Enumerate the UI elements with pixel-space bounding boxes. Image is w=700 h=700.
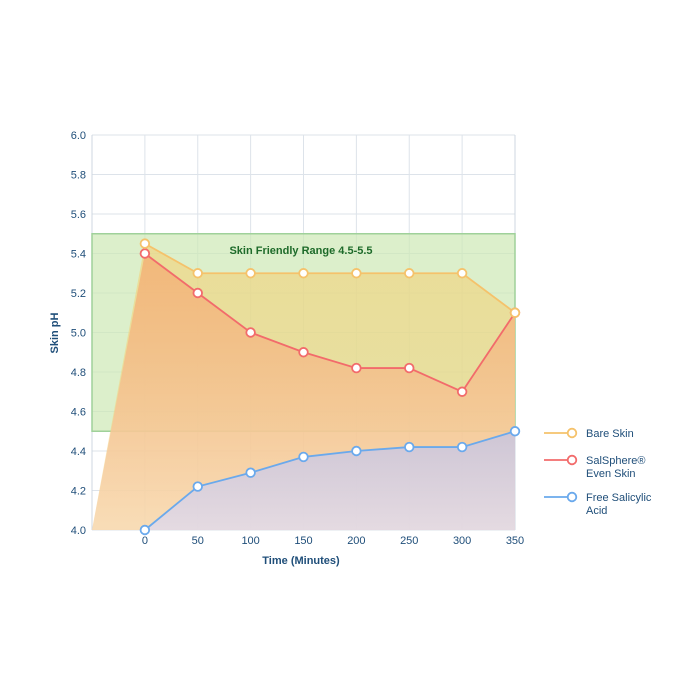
data-point[interactable] — [245, 467, 256, 478]
y-tick-label: 5.6 — [71, 209, 86, 221]
legend-marker — [566, 454, 578, 466]
y-tick-label: 4.2 — [71, 486, 86, 498]
x-tick-label: 50 — [192, 535, 204, 547]
x-tick-label: 250 — [400, 535, 418, 547]
series-lines — [144, 242, 516, 531]
x-tick-label: 200 — [347, 535, 365, 547]
data-point[interactable] — [192, 268, 203, 279]
y-axis-title: Skin pH — [49, 312, 61, 353]
data-point[interactable] — [298, 451, 309, 463]
data-point[interactable] — [139, 248, 151, 259]
data-point[interactable] — [139, 524, 151, 536]
data-point[interactable] — [404, 362, 415, 374]
x-tick-label: 350 — [506, 535, 524, 547]
x-tick-label: 100 — [241, 535, 259, 547]
legend: Bare Skin SalSphere®Even Skin Free Salicyl… — [544, 427, 652, 517]
x-tick-label: 150 — [294, 535, 312, 547]
legend-label: Acid — [586, 505, 607, 517]
data-point[interactable] — [456, 386, 468, 397]
data-point[interactable] — [456, 441, 468, 453]
y-tick-label: 4.8 — [71, 367, 86, 379]
data-point[interactable] — [404, 268, 415, 279]
x-tick-label: 300 — [453, 535, 471, 547]
legend-label: Bare Skin — [586, 428, 634, 440]
y-tick-label: 5.4 — [71, 249, 86, 261]
series-line — [144, 430, 516, 531]
series-areas — [92, 243, 515, 530]
series-line — [144, 252, 516, 393]
y-tick-label: 5.2 — [71, 288, 86, 300]
legend-marker — [566, 491, 578, 503]
data-point[interactable] — [404, 441, 415, 453]
data-point[interactable] — [245, 268, 256, 279]
data-point[interactable] — [192, 287, 203, 299]
data-point[interactable] — [245, 327, 256, 338]
y-tick-label: 4.4 — [71, 446, 86, 458]
data-point[interactable] — [139, 238, 151, 249]
data-point[interactable] — [509, 307, 521, 318]
y-tick-label: 4.0 — [71, 525, 86, 537]
y-tick-label: 5.0 — [71, 328, 86, 340]
data-point[interactable] — [192, 481, 203, 492]
y-axis-ticks: 4.0 4.2 4.4 4.6 4.8 5.0 5.2 5.4 5.6 5.8 6.0 — [71, 130, 86, 537]
band-label: Skin Friendly Range 4.5-5.5 — [229, 245, 372, 257]
legend-marker — [566, 427, 578, 439]
x-axis-ticks: 0 50 100 150 200 250 300 350 — [142, 535, 524, 547]
series-line — [144, 242, 516, 314]
series-area — [92, 431, 515, 530]
legend-label: SalSphere® — [586, 455, 645, 467]
data-point[interactable] — [351, 268, 362, 279]
x-axis-title: Time (Minutes) — [262, 555, 340, 567]
legend-label: Free Salicylic — [586, 492, 652, 504]
y-tick-label: 6.0 — [71, 130, 86, 142]
data-point[interactable] — [298, 347, 309, 358]
y-tick-label: 5.8 — [71, 170, 86, 182]
legend-label: Even Skin — [586, 468, 636, 480]
data-point[interactable] — [298, 268, 309, 279]
data-point[interactable] — [509, 426, 521, 437]
series-points — [139, 238, 521, 536]
data-point[interactable] — [351, 362, 362, 374]
y-tick-label: 4.6 — [71, 407, 86, 419]
data-point[interactable] — [456, 268, 468, 279]
x-tick-label: 0 — [142, 535, 148, 547]
data-point[interactable] — [351, 445, 362, 457]
